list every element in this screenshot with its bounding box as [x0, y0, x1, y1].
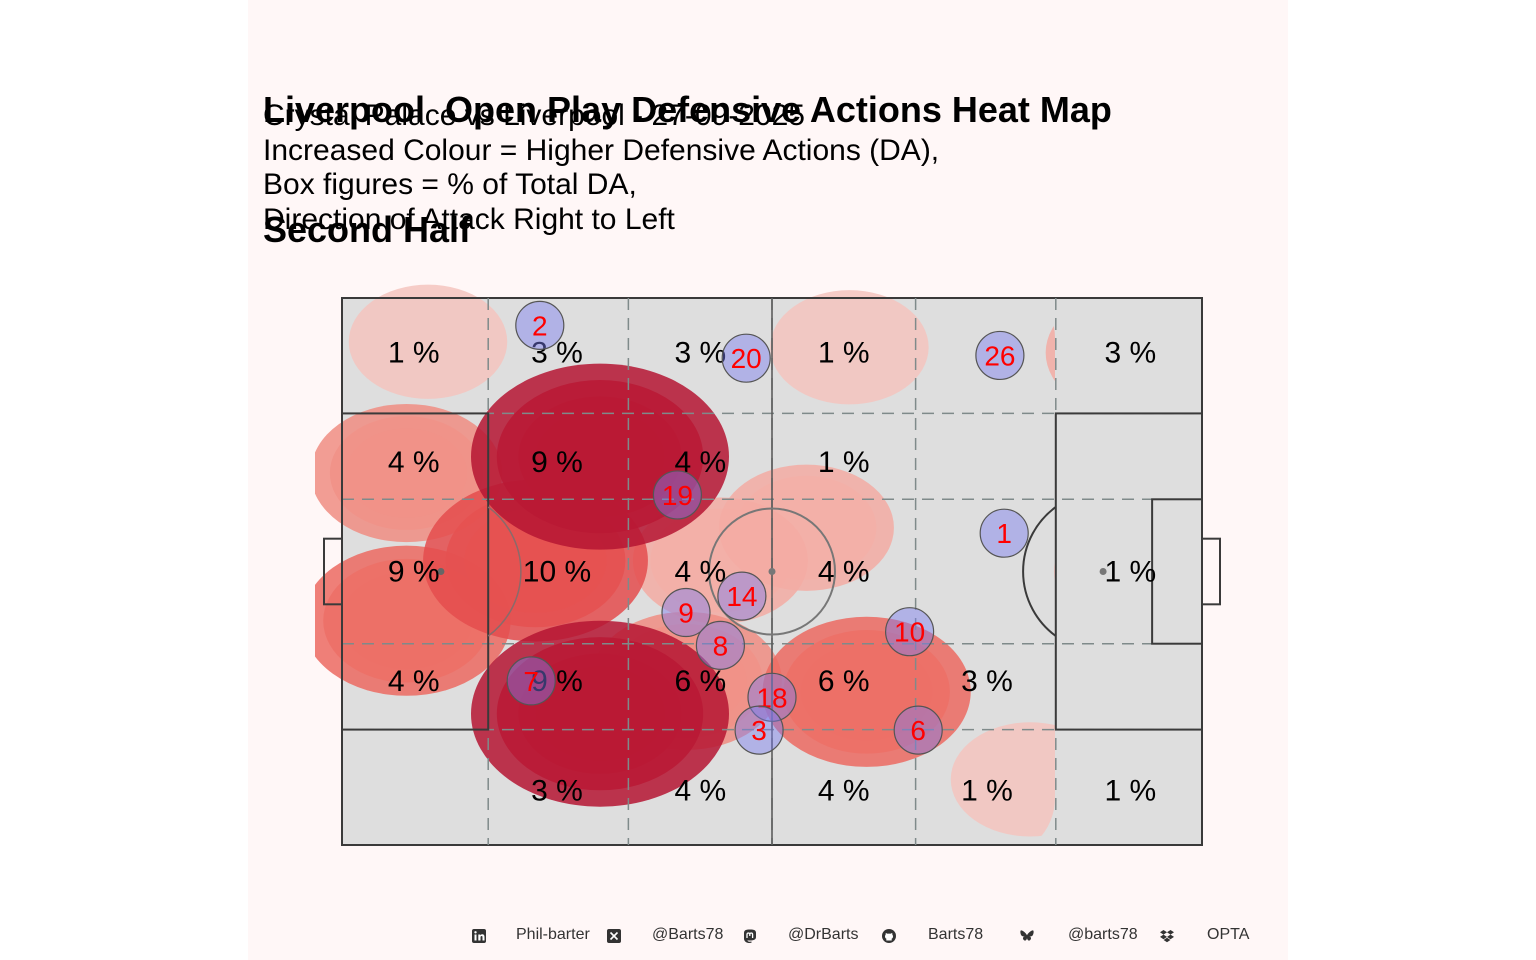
player-number-1: 1 — [996, 518, 1012, 549]
x-handle[interactable]: @Barts78 — [652, 926, 724, 943]
player-marker-2 — [515, 300, 565, 350]
player-number-9: 9 — [678, 598, 694, 629]
zone-label-r4-c3: 4 % — [818, 774, 870, 807]
player-marker-6 — [893, 705, 943, 755]
density-contour-0-level-7 — [471, 363, 729, 550]
player-number-14: 14 — [726, 581, 757, 612]
mastodon-icon[interactable] — [742, 928, 758, 944]
dropbox-icon[interactable] — [1159, 928, 1175, 944]
zone-label-r0-c3: 1 % — [818, 337, 870, 370]
zone-label-r2-c1: 10 % — [523, 556, 591, 589]
player-number-8: 8 — [713, 630, 729, 661]
chart-title-line-1: Liverpool Open Play Defensive Actions He… — [263, 89, 1112, 130]
zone-label-r2-c3: 4 % — [818, 556, 870, 589]
subtitle-line-3: Box figures = % of Total DA, — [263, 168, 637, 201]
zone-label-r4-c1: 3 % — [531, 774, 583, 807]
player-marker-14 — [717, 571, 767, 621]
player-marker-3 — [734, 705, 784, 755]
density-contour-13-level-1 — [950, 722, 1055, 837]
density-contour-10-level-1 — [348, 284, 508, 399]
zone-label-r3-c1: 9 % — [531, 665, 583, 698]
player-marker-18 — [747, 672, 797, 722]
zone-label-r3-c3: 6 % — [818, 665, 870, 698]
zone-label-r4-c5: 1 % — [1104, 774, 1156, 807]
bluesky-icon[interactable] — [1019, 928, 1035, 944]
subtitle-line-4: Direction of Attack Right to Left — [263, 202, 675, 236]
zone-label-r1-c0: 4 % — [388, 446, 440, 479]
left-penalty-arc — [487, 506, 522, 637]
player-marker-1 — [979, 508, 1029, 558]
zone-label-r4-c2: 4 % — [674, 774, 726, 807]
player-markers-layer: 2 20 26 19 1 14 9 10 8 7 183 6 — [506, 300, 1029, 755]
right-penalty-arc — [1022, 506, 1057, 637]
github-handle[interactable]: Barts78 — [928, 926, 984, 943]
player-number-18: 18 — [756, 682, 787, 713]
zone-label-r0-c2: 3 % — [674, 337, 726, 370]
x-icon[interactable] — [606, 928, 622, 944]
github-icon[interactable] — [881, 928, 897, 944]
zone-label-r1-c1: 9 % — [531, 446, 583, 479]
right-penalty-spot — [1099, 568, 1107, 575]
zone-label-r2-c2: 4 % — [674, 556, 726, 589]
player-marker-8 — [695, 620, 746, 670]
zone-label-r0-c5: 3 % — [1104, 337, 1156, 370]
zone-label-r2-c5: 1 % — [1104, 556, 1156, 589]
player-marker-9 — [661, 587, 711, 638]
player-number-26: 26 — [984, 340, 1015, 371]
player-marker-20 — [721, 333, 771, 383]
data-source: OPTA — [1207, 926, 1250, 943]
chart-title: Liverpool Open Play Defensive Actions He… — [263, 10, 1112, 290]
chart-subtitle: Crystal Palace vs Liverpool - 27-09-2025… — [263, 99, 939, 237]
centre-circle — [708, 507, 836, 636]
player-number-6: 6 — [910, 715, 926, 746]
chart-title-line-2: Second Half — [263, 209, 472, 250]
zone-label-r2-c0: 9 % — [388, 556, 440, 589]
player-number-10: 10 — [894, 617, 925, 648]
subtitle-line-2: Increased Colour = Higher Defensive Acti… — [263, 133, 940, 167]
player-number-19: 19 — [662, 480, 693, 511]
player-marker-7 — [506, 656, 556, 706]
bluesky-handle[interactable]: @barts78 — [1068, 926, 1138, 943]
zone-label-r1-c3: 1 % — [818, 446, 870, 479]
zone-label-r4-c4: 1 % — [961, 774, 1013, 807]
player-marker-10 — [884, 607, 935, 657]
zone-label-r3-c2: 6 % — [674, 665, 726, 698]
player-number-2: 2 — [532, 310, 548, 341]
left-goal — [323, 537, 343, 606]
zone-label-r3-c4: 3 % — [961, 665, 1013, 698]
linkedin-icon[interactable] — [471, 928, 487, 944]
centre-spot — [768, 568, 776, 575]
zone-label-r1-c2: 4 % — [674, 446, 726, 479]
subtitle-line-1: Crystal Palace vs Liverpool - 27-09-2025 — [263, 99, 805, 132]
density-contour-8-level-2 — [718, 464, 894, 591]
zone-label-r0-c0: 1 % — [388, 337, 440, 370]
footer-credits: Phil-barter @Barts78 @DrBarts Barts78 @b… — [0, 924, 1536, 948]
player-marker-26 — [975, 330, 1025, 381]
pitch-lines-layer — [323, 297, 1221, 846]
right-goal — [1201, 537, 1221, 606]
density-contour-1-level-7 — [471, 620, 729, 807]
zone-label-r3-c0: 4 % — [388, 665, 440, 698]
density-contour-11-level-1 — [770, 290, 929, 405]
player-number-3: 3 — [751, 715, 767, 746]
left-penalty-spot — [437, 568, 445, 575]
player-marker-19 — [652, 470, 703, 520]
player-number-7: 7 — [523, 666, 539, 697]
player-number-20: 20 — [731, 343, 762, 374]
mastodon-handle[interactable]: @DrBarts — [788, 926, 859, 943]
linkedin-handle[interactable]: Phil-barter — [516, 926, 590, 943]
